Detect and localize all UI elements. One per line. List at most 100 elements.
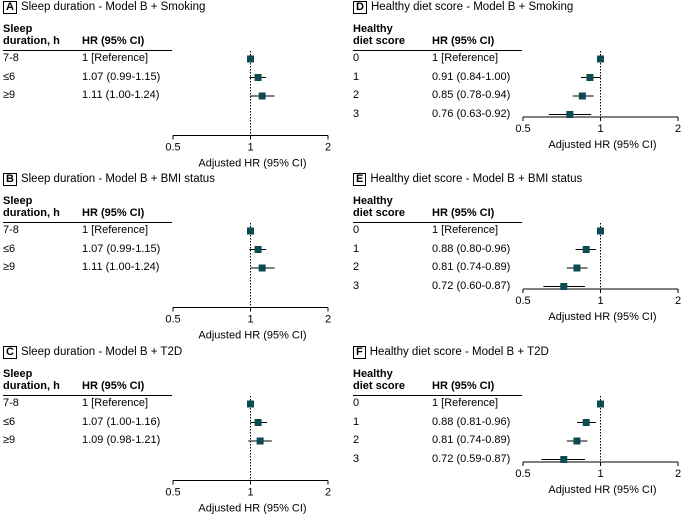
row-hr-text: 0.72 (0.59-0.87): [432, 452, 511, 465]
row-hr-text: 0.88 (0.81-0.96): [432, 415, 511, 428]
panel-title-text: Sleep duration - Model B + Smoking: [20, 1, 206, 13]
forest-plot: 0.5 1 2 Adjusted HR (95% CI): [165, 223, 331, 341]
x-tick-label: 1: [597, 468, 603, 480]
row-label: 3: [353, 279, 360, 292]
panel-title-text: Healthy diet score - Model B + BMI statu…: [370, 173, 583, 185]
panel-a: A Sleep duration - Model B + Smoking Sleep…: [3, 0, 343, 172]
panel-title-text: Healthy diet score - Model B + T2D: [369, 346, 549, 358]
row-hr-text: 1 [Reference]: [82, 397, 149, 409]
column-header-line: Healthy: [353, 195, 393, 207]
x-tick-label: 1: [247, 313, 253, 325]
x-tick-label: 0.5: [515, 123, 530, 135]
panel-title: B Sleep duration - Model B + BMI status: [3, 173, 215, 186]
hr-marker: [560, 283, 568, 290]
row-label: ≤6: [3, 415, 16, 428]
hr-marker: [597, 55, 604, 63]
header-divider: [353, 395, 522, 396]
column-header-line: Healthy: [353, 23, 393, 35]
hr-marker: [566, 111, 574, 118]
row-label: 1: [353, 415, 360, 428]
panel-letter: D: [353, 1, 367, 14]
row-label: 2: [353, 434, 360, 446]
header-divider: [3, 50, 172, 51]
hr-marker: [597, 227, 604, 235]
row-hr-text: 1 [Reference]: [432, 224, 499, 236]
x-tick-label: 2: [325, 141, 331, 153]
row-label: 0: [353, 224, 360, 236]
panel-title: E Healthy diet score - Model B + BMI stat…: [353, 173, 582, 186]
row-hr-text: 1.07 (1.00-1.16): [82, 415, 161, 428]
column-header-category: Healthy diet score: [353, 23, 405, 47]
column-header-hr: HR (95% CI): [82, 35, 145, 47]
header-divider: [3, 395, 172, 396]
hr-marker: [597, 400, 604, 408]
hr-marker: [560, 456, 568, 463]
panel-title-text: Healthy diet score - Model B + Smoking: [370, 1, 574, 13]
column-header-category: Healthy diet score: [353, 195, 405, 219]
row-hr-text: 1.11 (1.00-1.24): [82, 261, 160, 273]
x-tick-label: 0.5: [165, 313, 180, 325]
row-hr-text: 1 [Reference]: [432, 397, 499, 409]
forest-plot: 0.5 1 2 Adjusted HR (95% CI): [515, 223, 681, 323]
x-tick-label: 1: [597, 123, 603, 135]
panel-c: C Sleep duration - Model B + T2D Sleep dura…: [3, 345, 343, 517]
row-label: 7-8: [3, 52, 19, 64]
x-tick-label: 2: [325, 313, 331, 325]
panel-b: B Sleep duration - Model B + BMI status Sl…: [3, 172, 343, 344]
row-label: 1: [353, 242, 360, 255]
x-tick-label: 1: [597, 295, 603, 307]
row-hr-text: 1.07 (0.99-1.15): [82, 70, 161, 83]
x-tick-label: 2: [675, 295, 681, 307]
column-header-line: duration, h: [3, 207, 60, 219]
row-label: 7-8: [3, 397, 19, 409]
hr-marker: [582, 419, 590, 426]
column-header-line: diet score: [353, 207, 405, 219]
panel-e: E Healthy diet score - Model B + BMI stat…: [353, 172, 685, 344]
row-hr-text: 1 [Reference]: [82, 224, 149, 236]
hr-marker: [247, 55, 254, 63]
row-hr-text: 0.88 (0.80-0.96): [432, 242, 511, 255]
x-tick-label: 2: [675, 123, 681, 135]
column-header-line: diet score: [353, 380, 405, 392]
row-label: ≥9: [3, 261, 16, 273]
row-hr-text: 1.09 (0.98-1.21): [82, 434, 161, 446]
row-hr-text: 1 [Reference]: [82, 52, 149, 64]
x-tick-label: 1: [247, 141, 253, 153]
x-axis-label: Adjusted HR (95% CI): [198, 157, 306, 169]
column-header-line: Sleep: [3, 368, 33, 380]
hr-marker: [254, 419, 262, 426]
column-header-hr: HR (95% CI): [432, 380, 495, 392]
panel-title-text: Sleep duration - Model B + T2D: [20, 346, 183, 358]
x-axis-label: Adjusted HR (95% CI): [548, 139, 656, 151]
column-header-hr: HR (95% CI): [432, 207, 495, 219]
row-hr-text: 1 [Reference]: [432, 52, 499, 64]
row-hr-text: 0.81 (0.74-0.89): [432, 261, 511, 273]
panel-title: D Healthy diet score - Model B + Smoking: [353, 1, 573, 14]
column-header-hr: HR (95% CI): [82, 380, 145, 392]
panel-title-text: Sleep duration - Model B + BMI status: [20, 173, 215, 185]
hr-marker: [254, 74, 262, 81]
header-divider: [353, 50, 522, 51]
row-hr-text: 0.72 (0.60-0.87): [432, 279, 511, 292]
row-hr-text: 0.81 (0.74-0.89): [432, 434, 511, 446]
forest-plot: 0.5 1 2 Adjusted HR (95% CI): [165, 396, 331, 514]
column-header-line: duration, h: [3, 35, 60, 47]
column-header-line: Healthy: [353, 368, 393, 380]
panel-letter: C: [3, 346, 17, 359]
row-label: 3: [353, 452, 360, 465]
hr-marker: [258, 92, 266, 100]
forest-plot: 0.5 1 2 Adjusted HR (95% CI): [515, 51, 681, 151]
row-label: ≤6: [3, 70, 16, 83]
row-label: ≤6: [3, 242, 16, 255]
row-label: 0: [353, 52, 360, 64]
hr-marker: [582, 246, 590, 253]
x-tick-label: 0.5: [515, 295, 530, 307]
x-axis-label: Adjusted HR (95% CI): [548, 311, 656, 323]
hr-marker: [573, 437, 581, 445]
x-axis-label: Adjusted HR (95% CI): [198, 329, 306, 341]
column-header-line: Sleep: [3, 195, 33, 207]
hr-marker: [573, 264, 581, 272]
hr-marker: [256, 437, 264, 445]
row-label: 7-8: [3, 224, 19, 236]
hr-marker: [586, 74, 594, 81]
